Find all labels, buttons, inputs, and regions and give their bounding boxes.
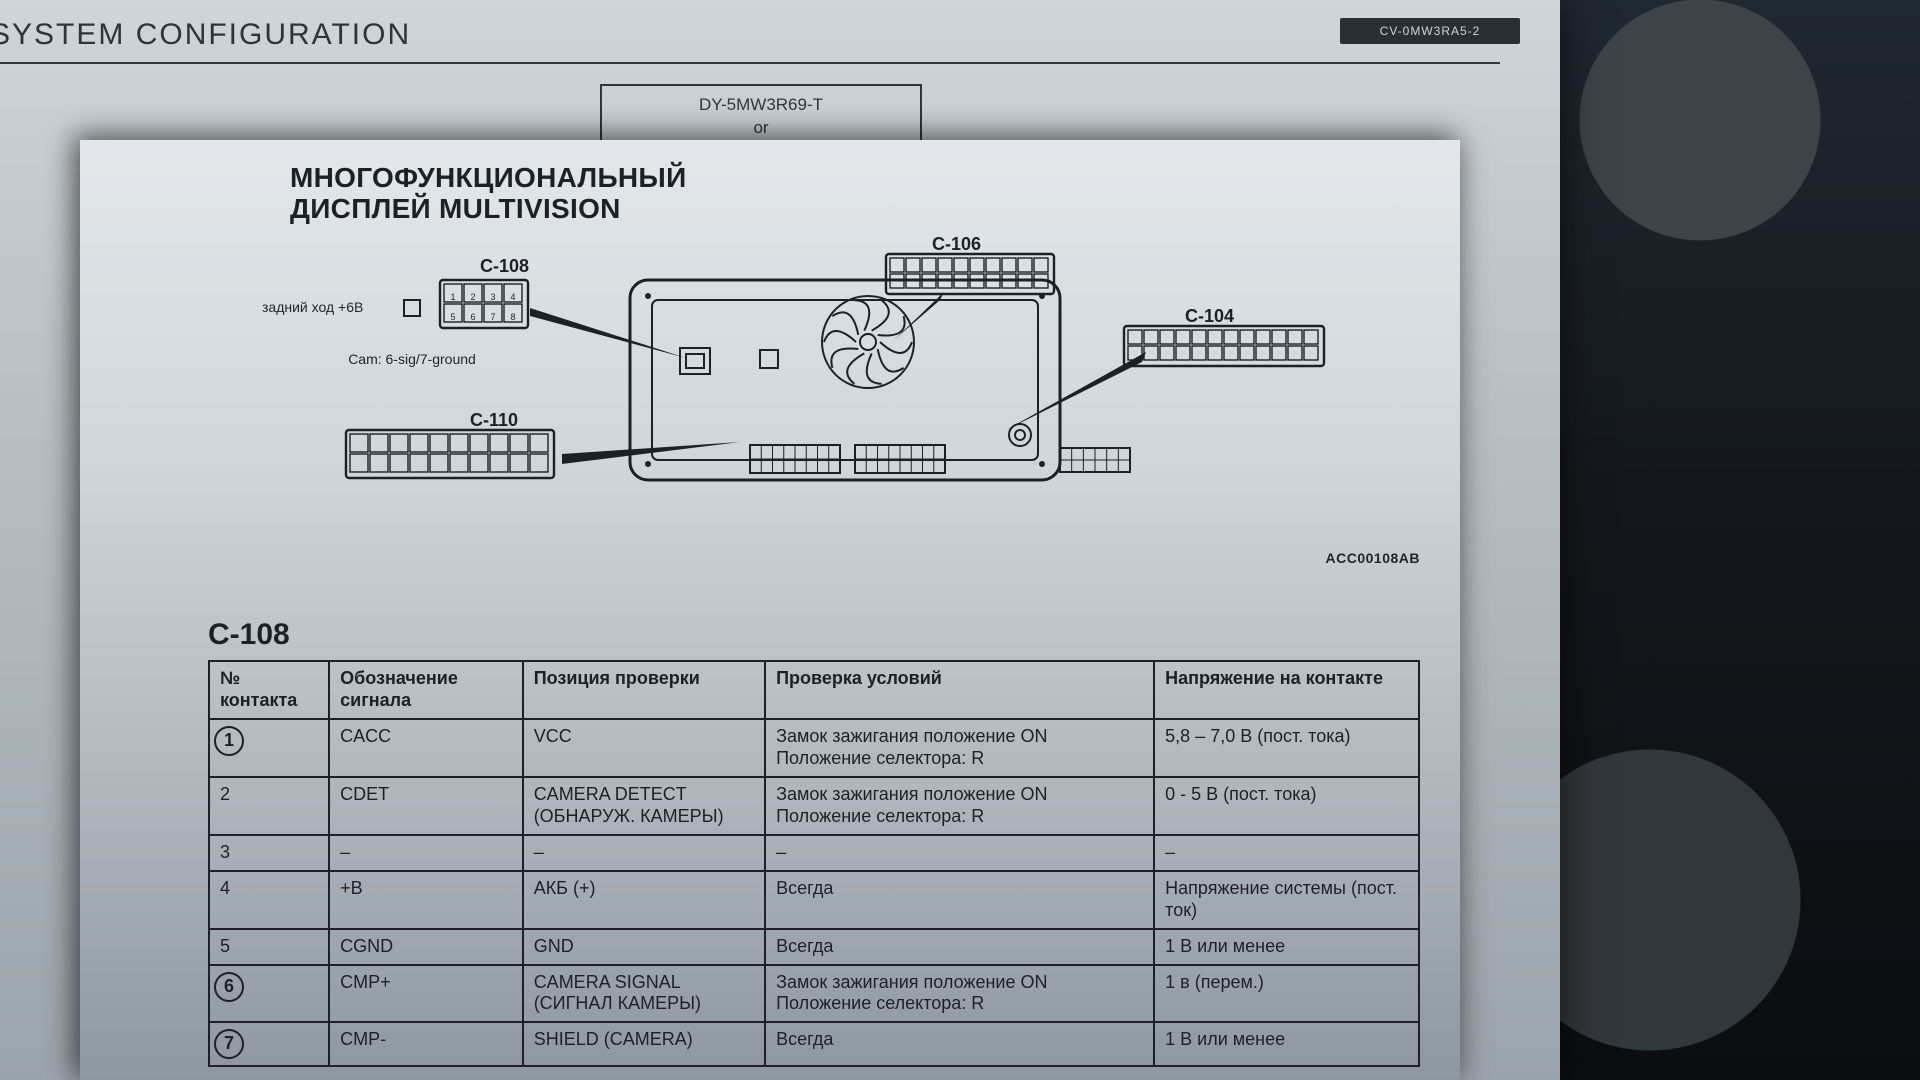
cell-signal: CACC xyxy=(329,719,523,777)
table-col-2: Позиция проверки xyxy=(523,661,765,719)
cell-signal: CDET xyxy=(329,777,523,835)
doc-title-line2: ДИСПЛЕЙ MULTIVISION xyxy=(290,193,687,224)
svg-text:5: 5 xyxy=(450,312,455,322)
table-col-4: Напряжение на контакте xyxy=(1154,661,1419,719)
connector-c108: C-108 1 2 3 4 5 6 7 8 задний ход +6В Cam: 6-sig… xyxy=(262,256,686,367)
doc-title-line1: МНОГОФУНКЦИОНАЛЬНЫЙ xyxy=(290,162,687,193)
svg-text:C-104: C-104 xyxy=(1185,306,1234,326)
cell-cond: Замок зажигания положение ONПоложение се… xyxy=(765,777,1154,835)
cell-pin: 2 xyxy=(209,777,329,835)
wiring-diagram: C-108 1 2 3 4 5 6 7 8 задний ход +6В Cam: 6-sig… xyxy=(200,230,1340,560)
table-row: 4+BАКБ (+)ВсегдаНапряжение системы (пост… xyxy=(209,871,1419,929)
table-col-0: № контакта xyxy=(209,661,329,719)
head-unit-icon xyxy=(630,280,1130,480)
cell-pos: VCC xyxy=(523,719,765,777)
svg-text:C-110: C-110 xyxy=(470,410,518,430)
pin-table: № контактаОбозначение сигналаПозиция про… xyxy=(208,660,1420,1067)
cell-volt: 0 - 5 В (пост. тока) xyxy=(1154,777,1419,835)
svg-text:Cam: 6-sig/7-ground: Cam: 6-sig/7-ground xyxy=(348,351,476,367)
under-badge: CV-0MW3RA5-2 xyxy=(1340,18,1520,44)
table-col-3: Проверка условий xyxy=(765,661,1154,719)
svg-text:6: 6 xyxy=(470,312,475,322)
cell-signal: CMP+ xyxy=(329,965,523,1023)
cell-cond: Всегда xyxy=(765,1022,1154,1066)
table-body: 1CACCVCCЗамок зажигания положение ONПоло… xyxy=(209,719,1419,1067)
cell-pos: CAMERA SIGNAL (СИГНАЛ КАМЕРЫ) xyxy=(523,965,765,1023)
cell-volt: 1 В или менее xyxy=(1154,1022,1419,1066)
cell-volt: Напряжение системы (пост. ток) xyxy=(1154,871,1419,929)
cell-cond: – xyxy=(765,835,1154,871)
reference-id: ACC00108AB xyxy=(1326,550,1420,566)
under-rule xyxy=(0,62,1500,64)
cell-pin: 5 xyxy=(209,929,329,965)
table-heading: C-108 xyxy=(208,618,290,652)
cell-pin: 7 xyxy=(209,1022,329,1066)
cell-pin: 4 xyxy=(209,871,329,929)
cell-pos: АКБ (+) xyxy=(523,871,765,929)
table-row: 3–––– xyxy=(209,835,1419,871)
connector-c106: C-106 xyxy=(886,234,1054,340)
table-header-row: № контактаОбозначение сигналаПозиция про… xyxy=(209,661,1419,719)
cell-cond: Всегда xyxy=(765,871,1154,929)
svg-text:2: 2 xyxy=(470,292,475,302)
cell-volt: 1 В или менее xyxy=(1154,929,1419,965)
cell-cond: Всегда xyxy=(765,929,1154,965)
connector-c110: C-110 xyxy=(346,410,740,478)
under-page-title: SYSTEM CONFIGURATION xyxy=(0,18,411,52)
cell-signal: CMP- xyxy=(329,1022,523,1066)
cell-signal: CGND xyxy=(329,929,523,965)
cell-pos: – xyxy=(523,835,765,871)
cell-volt: – xyxy=(1154,835,1419,871)
svg-text:3: 3 xyxy=(490,292,495,302)
cell-pos: GND xyxy=(523,929,765,965)
connector-c104: C-104 xyxy=(1006,306,1324,430)
cell-pos: SHIELD (CAMERA) xyxy=(523,1022,765,1066)
table-row: 2CDETCAMERA DETECT (ОБНАРУЖ. КАМЕРЫ)Замо… xyxy=(209,777,1419,835)
cell-signal: – xyxy=(329,835,523,871)
svg-text:1: 1 xyxy=(450,292,455,302)
table-row: 1CACCVCCЗамок зажигания положение ONПоло… xyxy=(209,719,1419,777)
svg-text:C-108: C-108 xyxy=(480,256,529,276)
cell-pin: 6 xyxy=(209,965,329,1023)
cell-volt: 5,8 – 7,0 В (пост. тока) xyxy=(1154,719,1419,777)
under-model-or: or xyxy=(616,117,906,140)
cell-cond: Замок зажигания положение ONПоложение се… xyxy=(765,965,1154,1023)
svg-text:4: 4 xyxy=(510,292,515,302)
table-row: 6CMP+CAMERA SIGNAL (СИГНАЛ КАМЕРЫ)Замок … xyxy=(209,965,1419,1023)
table-row: 7CMP-SHIELD (CAMERA)Всегда1 В или менее xyxy=(209,1022,1419,1066)
cell-volt: 1 в (перем.) xyxy=(1154,965,1419,1023)
svg-text:7: 7 xyxy=(490,312,495,322)
doc-title: МНОГОФУНКЦИОНАЛЬНЫЙ ДИСПЛЕЙ MULTIVISION xyxy=(290,162,687,225)
cell-cond: Замок зажигания положение ONПоложение се… xyxy=(765,719,1154,777)
cell-signal: +B xyxy=(329,871,523,929)
svg-text:задний ход +6В: задний ход +6В xyxy=(262,299,363,315)
top-page: МНОГОФУНКЦИОНАЛЬНЫЙ ДИСПЛЕЙ MULTIVISION xyxy=(80,140,1460,1080)
svg-text:C-106: C-106 xyxy=(932,234,981,254)
table-col-1: Обозначение сигнала xyxy=(329,661,523,719)
svg-text:8: 8 xyxy=(510,312,515,322)
cell-pos: CAMERA DETECT (ОБНАРУЖ. КАМЕРЫ) xyxy=(523,777,765,835)
table-row: 5CGNDGNDВсегда1 В или менее xyxy=(209,929,1419,965)
under-model-1: DY-5MW3R69-T xyxy=(616,94,906,117)
cell-pin: 1 xyxy=(209,719,329,777)
cell-pin: 3 xyxy=(209,835,329,871)
